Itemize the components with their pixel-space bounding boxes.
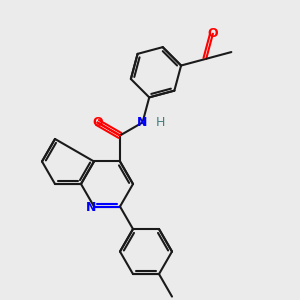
Text: N: N: [86, 201, 96, 214]
Text: O: O: [208, 27, 218, 40]
Text: N: N: [137, 116, 148, 129]
Text: O: O: [92, 116, 103, 129]
Text: H: H: [156, 116, 165, 129]
